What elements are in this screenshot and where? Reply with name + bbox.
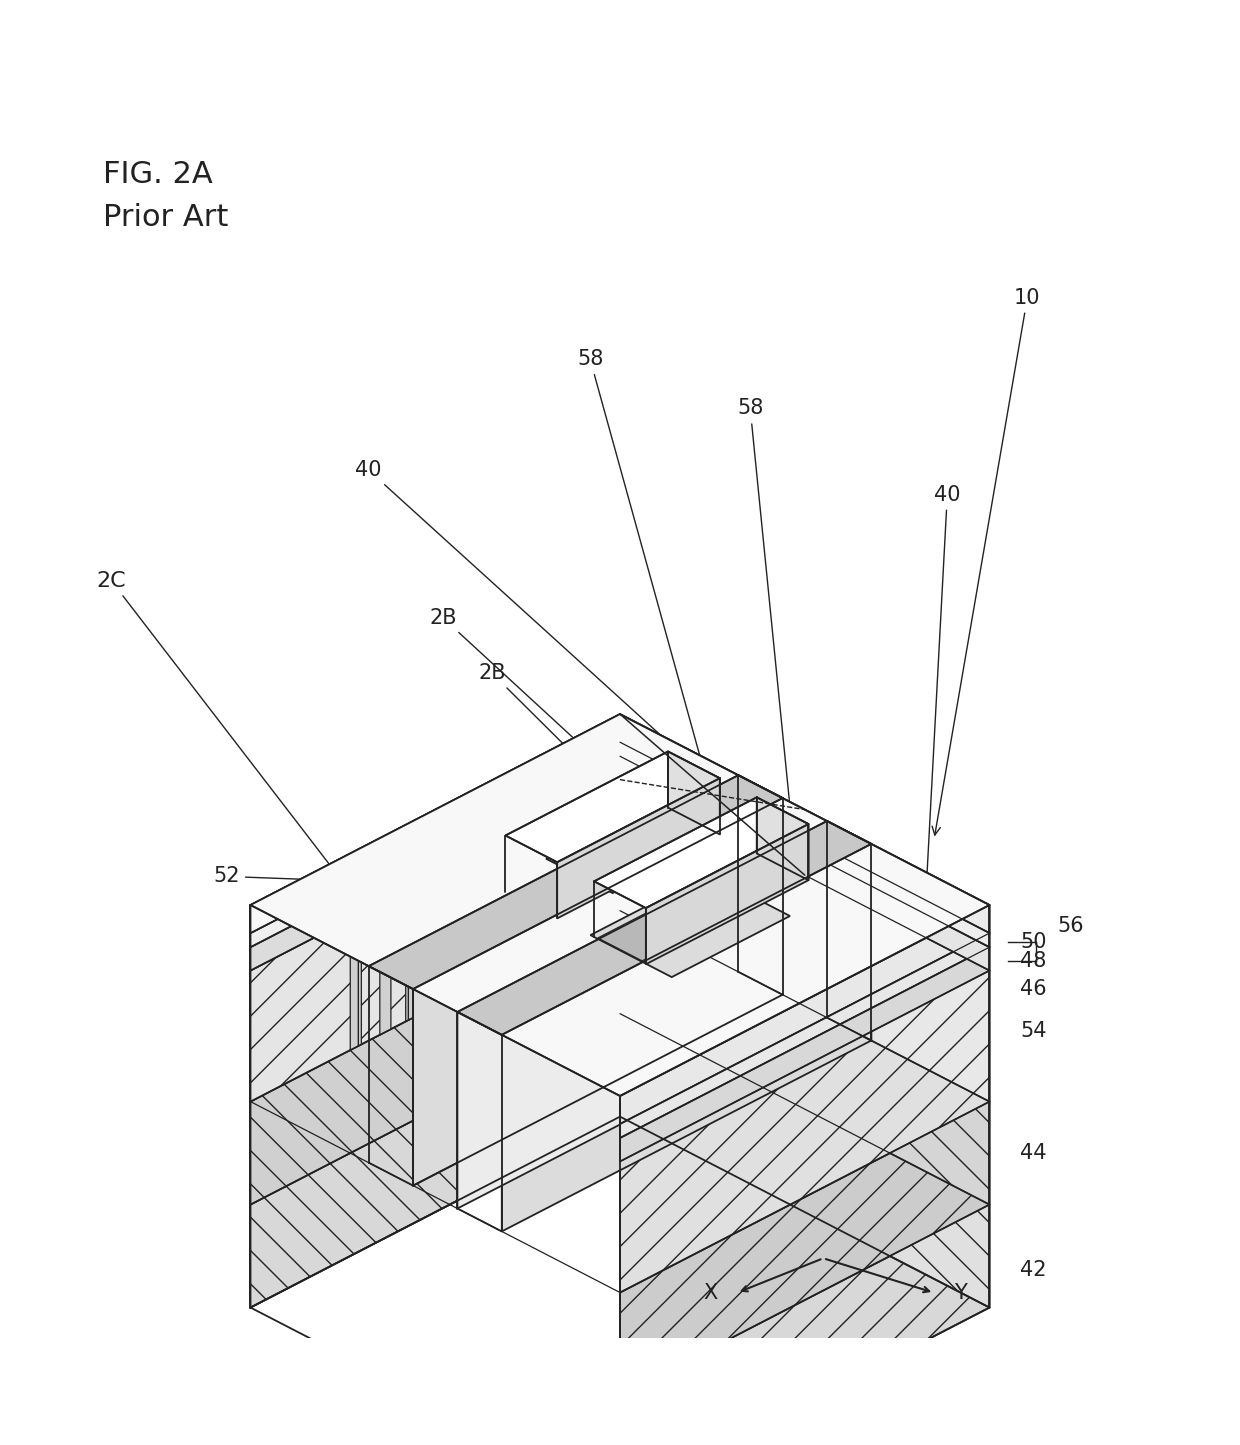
Text: Prior Art: Prior Art bbox=[103, 202, 228, 233]
Polygon shape bbox=[646, 824, 808, 964]
Polygon shape bbox=[250, 910, 620, 1205]
Text: 40: 40 bbox=[926, 484, 961, 877]
Polygon shape bbox=[506, 751, 719, 863]
Polygon shape bbox=[620, 714, 990, 933]
Text: FIG. 2A: FIG. 2A bbox=[103, 160, 212, 189]
Text: X: X bbox=[703, 1283, 717, 1303]
Text: 40: 40 bbox=[355, 460, 666, 740]
Polygon shape bbox=[560, 812, 709, 889]
Text: 54: 54 bbox=[1021, 1022, 1047, 1042]
Polygon shape bbox=[620, 780, 990, 1101]
Text: 10: 10 bbox=[932, 288, 1040, 835]
Polygon shape bbox=[553, 809, 668, 868]
Polygon shape bbox=[620, 905, 990, 1124]
Polygon shape bbox=[620, 933, 990, 1139]
Polygon shape bbox=[594, 798, 808, 907]
Polygon shape bbox=[827, 821, 872, 1040]
Polygon shape bbox=[368, 775, 782, 988]
Polygon shape bbox=[250, 714, 620, 933]
Text: 58: 58 bbox=[577, 350, 701, 759]
Polygon shape bbox=[502, 844, 872, 1231]
Text: Y: Y bbox=[954, 1283, 967, 1303]
Polygon shape bbox=[564, 840, 575, 939]
Polygon shape bbox=[738, 775, 782, 994]
Text: 58: 58 bbox=[737, 399, 790, 803]
Text: 46: 46 bbox=[1021, 980, 1047, 1000]
Polygon shape bbox=[413, 798, 782, 1185]
Polygon shape bbox=[620, 971, 990, 1292]
Polygon shape bbox=[498, 874, 510, 974]
Polygon shape bbox=[620, 1205, 990, 1445]
Polygon shape bbox=[250, 780, 620, 1101]
Polygon shape bbox=[379, 935, 391, 1035]
Polygon shape bbox=[590, 828, 706, 887]
Text: 56: 56 bbox=[1058, 916, 1084, 936]
Polygon shape bbox=[350, 951, 361, 1051]
Polygon shape bbox=[620, 756, 990, 971]
Polygon shape bbox=[587, 828, 598, 928]
Polygon shape bbox=[598, 877, 760, 961]
Polygon shape bbox=[250, 1013, 620, 1308]
Text: 44: 44 bbox=[1021, 1143, 1047, 1163]
Polygon shape bbox=[542, 851, 553, 951]
Polygon shape bbox=[521, 863, 531, 962]
Polygon shape bbox=[668, 751, 719, 834]
Polygon shape bbox=[827, 821, 872, 871]
Polygon shape bbox=[620, 1013, 990, 1308]
Text: 42: 42 bbox=[1021, 1260, 1047, 1280]
Text: 2B: 2B bbox=[479, 663, 706, 886]
Polygon shape bbox=[620, 946, 990, 1162]
Text: 2B: 2B bbox=[429, 608, 653, 812]
Text: 48: 48 bbox=[1021, 951, 1047, 971]
Polygon shape bbox=[738, 775, 782, 827]
Polygon shape bbox=[620, 1101, 990, 1396]
Polygon shape bbox=[572, 818, 687, 877]
Text: 2C: 2C bbox=[676, 805, 823, 857]
Text: 2C: 2C bbox=[97, 571, 346, 886]
Polygon shape bbox=[250, 756, 620, 971]
Polygon shape bbox=[250, 743, 620, 946]
Polygon shape bbox=[557, 779, 719, 919]
Polygon shape bbox=[620, 743, 990, 946]
Polygon shape bbox=[620, 910, 990, 1205]
Polygon shape bbox=[405, 922, 417, 1022]
Text: 50: 50 bbox=[1021, 932, 1047, 952]
Text: 52: 52 bbox=[213, 867, 652, 896]
Polygon shape bbox=[546, 805, 715, 893]
Polygon shape bbox=[458, 821, 872, 1035]
Polygon shape bbox=[250, 714, 990, 1095]
Polygon shape bbox=[590, 874, 790, 977]
Polygon shape bbox=[458, 821, 827, 1208]
Polygon shape bbox=[756, 798, 808, 880]
